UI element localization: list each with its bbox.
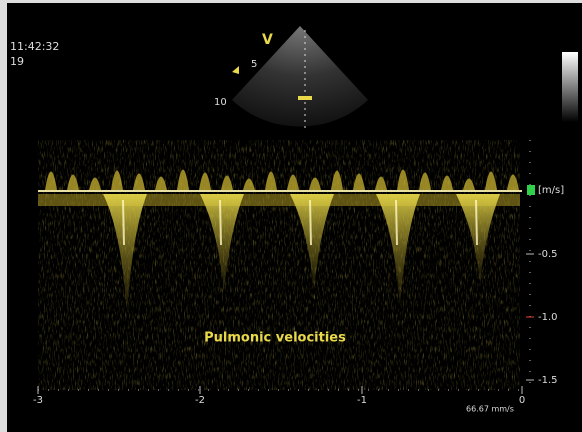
velocity-peak xyxy=(310,200,311,245)
velocity-peak xyxy=(476,200,477,245)
time-label: 0 xyxy=(519,395,525,406)
velocity-peak xyxy=(396,200,397,245)
top-border xyxy=(0,0,582,3)
sample-gate xyxy=(298,96,312,100)
depth-label: 10 xyxy=(214,97,227,108)
velocity-peak xyxy=(220,200,221,245)
sweep-speed: 66.67 mm/s xyxy=(466,405,514,414)
velocity-label: -1.5 xyxy=(538,375,558,386)
velocity-unit: [m/s] xyxy=(538,185,564,196)
time-label: -2 xyxy=(195,395,205,406)
annotation: Pulmonic velocities xyxy=(204,331,346,346)
velocity-label: -1.0 xyxy=(538,312,558,323)
ultrasound-screen: 11:42:32 19 V 5 10 [m/s] 66.67 mm/s Pulm… xyxy=(0,0,582,432)
velocity-peak xyxy=(123,200,124,245)
probe-marker: V xyxy=(262,32,273,48)
left-border xyxy=(0,0,7,432)
baseline-marker xyxy=(527,185,535,195)
velocity-label: -0.5 xyxy=(538,249,558,260)
clock: 11:42:32 xyxy=(10,40,59,53)
frame-number: 19 xyxy=(10,55,24,68)
depth-label: 5 xyxy=(251,59,257,70)
gray-scale-bar xyxy=(562,52,578,122)
time-label: -1 xyxy=(357,395,367,406)
time-label: -3 xyxy=(33,395,43,406)
